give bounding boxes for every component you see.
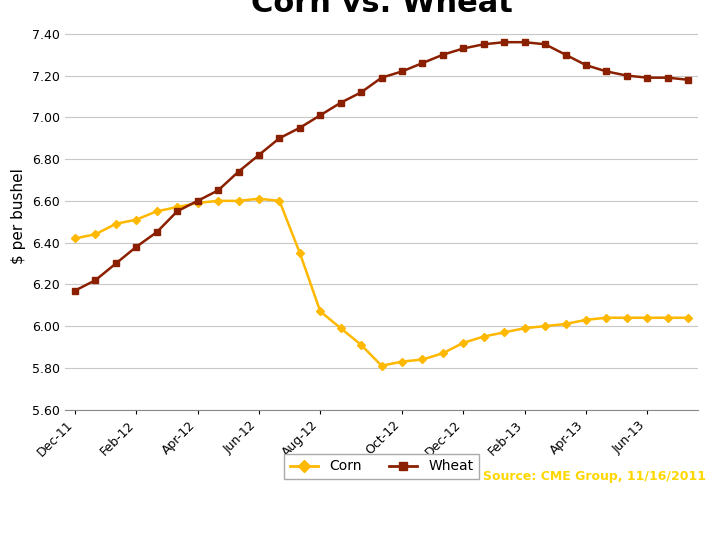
Text: Ag Decision Maker: Ag Decision Maker	[544, 516, 706, 530]
Title: Corn vs. Wheat: Corn vs. Wheat	[251, 0, 513, 18]
Text: Extension and Outreach/Department of Economics: Extension and Outreach/Department of Eco…	[14, 516, 297, 526]
Y-axis label: $ per bushel: $ per bushel	[12, 168, 27, 265]
Legend: Corn, Wheat: Corn, Wheat	[284, 454, 479, 479]
Text: Iowa State University: Iowa State University	[14, 470, 213, 487]
Text: Source: CME Group, 11/16/2011: Source: CME Group, 11/16/2011	[482, 470, 706, 483]
